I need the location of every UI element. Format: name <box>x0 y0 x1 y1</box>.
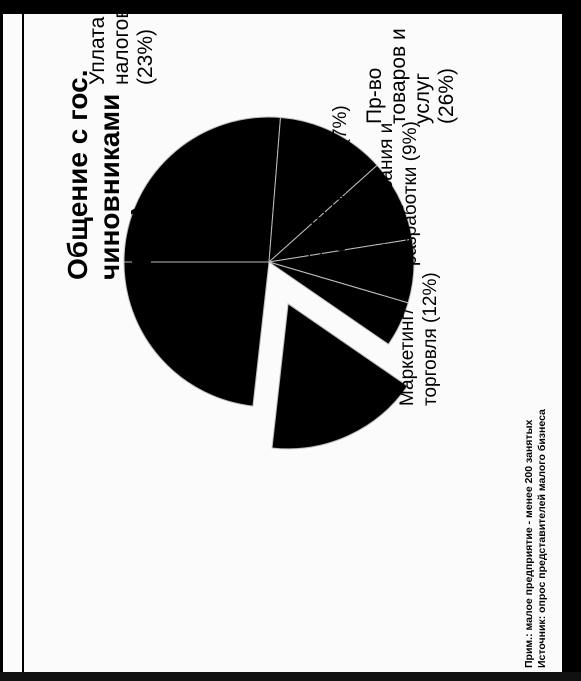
scan-top-border <box>0 0 581 14</box>
label-government-officials: Общение с гос. чиновниками (17%) <box>62 69 157 280</box>
pie-slice-4 <box>268 261 409 345</box>
rotated-chart-area: Уплата налогов (23%) Пр-во товаров и усл… <box>23 8 561 670</box>
pie-slice-6 <box>123 261 270 407</box>
pie-slice-1 <box>268 116 378 264</box>
label-customer-service: Обслуживание потребителя (7%) <box>306 105 351 262</box>
footnote-line-2: Источник: опрос представителей малого би… <box>536 409 548 668</box>
scan-right-border <box>562 0 581 681</box>
scan-bottom-edge <box>0 672 581 681</box>
label-production: Пр-во товаров и услуг (26%) <box>363 28 458 124</box>
footnote-line-1: Прим.: малое предприятие - менее 200 зан… <box>523 419 535 668</box>
pie-slice-5 <box>271 302 409 450</box>
footnote: Прим.: малое предприятие - менее 200 зан… <box>523 409 549 668</box>
label-training: Обучение (5%) <box>243 125 264 258</box>
label-marketing: Маркетинг/ торговля (12%) <box>397 272 441 406</box>
pie-chart <box>123 116 415 450</box>
label-rnd: Исследования и разработки (9%) <box>376 121 421 266</box>
scan-left-edge <box>0 0 3 681</box>
pie-slice-2 <box>267 164 413 263</box>
pie-slice-0 <box>123 116 282 263</box>
